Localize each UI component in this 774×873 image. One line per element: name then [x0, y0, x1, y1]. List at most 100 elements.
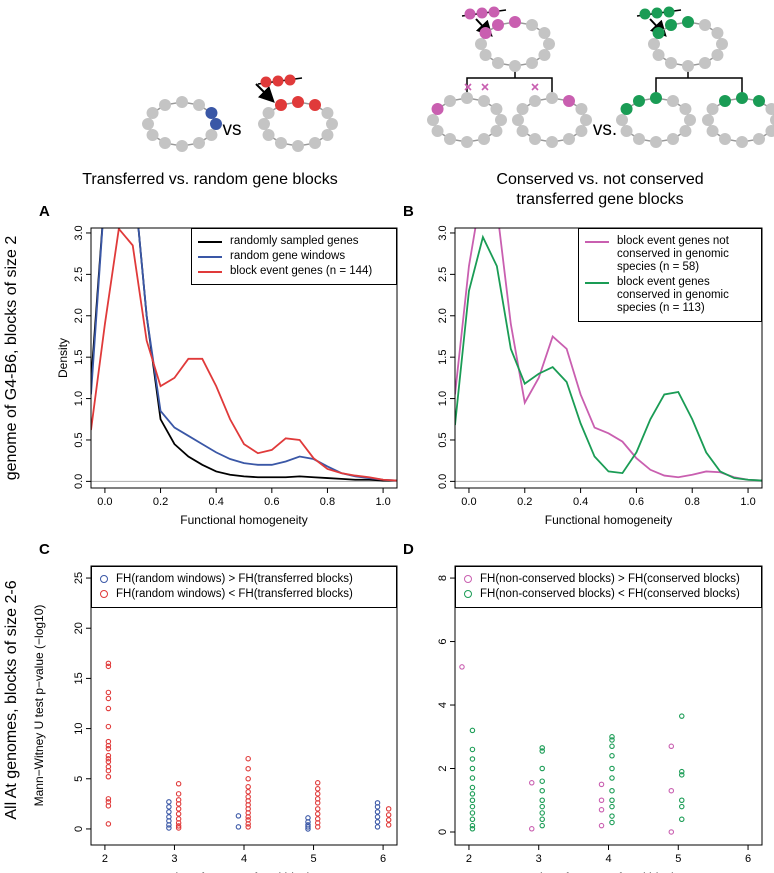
- point: [245, 784, 251, 790]
- point: [305, 826, 311, 832]
- gene: [476, 7, 488, 19]
- legend-item: randomly sampled genes: [198, 235, 390, 248]
- legend-item: block event genes (n = 144): [198, 265, 390, 278]
- point: [245, 789, 251, 795]
- point: [314, 786, 321, 792]
- ring: [147, 101, 217, 147]
- panel: 2 3 4 5 6 0 2 4 6 8 size of co−transfered blocks D: [403, 541, 763, 873]
- x-tick-label: 0.4: [573, 496, 588, 508]
- gene: [461, 92, 473, 104]
- x-tick-label: 0.0: [461, 496, 476, 508]
- gene: [495, 114, 507, 126]
- y-axis-label: Density: [56, 338, 70, 378]
- gene: [444, 94, 456, 107]
- gene: [716, 38, 728, 50]
- x-tick-label: 0.2: [153, 496, 168, 508]
- gene: [275, 137, 287, 150]
- x-tick-label: 5: [675, 853, 681, 865]
- point: [245, 776, 251, 782]
- y-tick-label: 0: [73, 826, 85, 832]
- x-tick-label: 6: [380, 853, 386, 865]
- x-tick-label: 6: [745, 853, 751, 865]
- y-tick-label: 1.5: [73, 350, 85, 365]
- point: [314, 806, 321, 812]
- point: [105, 723, 112, 730]
- point: [469, 826, 476, 832]
- x-axis-label: Functional homogeneity: [545, 513, 672, 527]
- point: [385, 822, 392, 828]
- point: [385, 817, 392, 823]
- gene: [509, 16, 521, 28]
- point: [469, 784, 476, 791]
- y-axis-label: Mann−Witney U test p−value (−log10): [32, 605, 46, 807]
- point: [105, 774, 112, 780]
- gene: [193, 137, 205, 150]
- gene: [665, 57, 677, 70]
- y-tick-label: 1.5: [437, 350, 449, 365]
- point: [539, 816, 545, 823]
- gene: [478, 94, 490, 107]
- x-tick-label: 4: [241, 853, 247, 865]
- point: [469, 816, 476, 823]
- gene: [633, 133, 645, 146]
- legend-swatch: [100, 575, 108, 583]
- point: [175, 806, 182, 812]
- point: [609, 765, 615, 772]
- gene: [475, 38, 487, 50]
- point: [314, 791, 321, 797]
- gene: [711, 27, 724, 39]
- row-label: genome of G4-B6, blocks of size 2: [3, 236, 20, 481]
- gene: [651, 7, 663, 19]
- y-tick-label: 25: [73, 572, 85, 584]
- diagram: vs vs.: [142, 6, 774, 152]
- y-tick-label: 0.0: [437, 474, 449, 489]
- point: [609, 813, 615, 819]
- point: [528, 826, 535, 832]
- y-tick-label: 3.0: [437, 225, 449, 240]
- gene: [159, 98, 171, 111]
- gene: [765, 125, 774, 137]
- point: [175, 820, 182, 826]
- legend-label: randomly sampled genes: [230, 235, 359, 247]
- point: [598, 822, 605, 829]
- x-tick-label: 0.6: [264, 496, 279, 508]
- legend-swatch: [464, 590, 472, 598]
- gene: [176, 96, 188, 108]
- cross: [464, 83, 539, 91]
- panel-label: D: [403, 541, 414, 558]
- gene: [663, 6, 675, 18]
- point: [175, 801, 182, 807]
- legend-swatch: [585, 241, 609, 243]
- gene: [146, 129, 159, 141]
- gene: [575, 125, 588, 137]
- point: [175, 823, 182, 829]
- legend-swatch: [100, 590, 108, 598]
- point: [469, 765, 476, 772]
- point: [105, 689, 112, 696]
- legend-label: FH(random windows) > FH(transferred bloc…: [116, 573, 353, 585]
- point: [374, 809, 381, 815]
- panel: 0.0 0.2 0.4 0.6 0.8 1.0 0.0 0.5 1.0 1.5 2.0 2.5 3.0 F…: [39, 203, 398, 527]
- legend-swatch: [198, 256, 222, 258]
- point: [105, 767, 112, 774]
- point: [679, 768, 685, 775]
- point: [539, 803, 545, 810]
- point: [609, 819, 615, 826]
- gene: [479, 27, 492, 39]
- legend-label: block event genes conserved in genomic s…: [617, 276, 729, 314]
- point: [105, 745, 112, 752]
- point: [668, 787, 675, 794]
- point: [374, 819, 381, 825]
- density-line: [455, 228, 762, 482]
- point: [175, 791, 182, 797]
- gene: [538, 49, 551, 61]
- ring: [480, 21, 550, 67]
- y-tick-label: 0.0: [73, 474, 85, 489]
- point: [679, 803, 685, 810]
- panel-label: A: [39, 203, 50, 220]
- point: [105, 796, 112, 802]
- legend-item: block event genes conserved in genomic s…: [585, 276, 755, 315]
- point: [314, 780, 321, 786]
- point: [609, 734, 615, 740]
- legend-item: random gene windows: [198, 250, 390, 263]
